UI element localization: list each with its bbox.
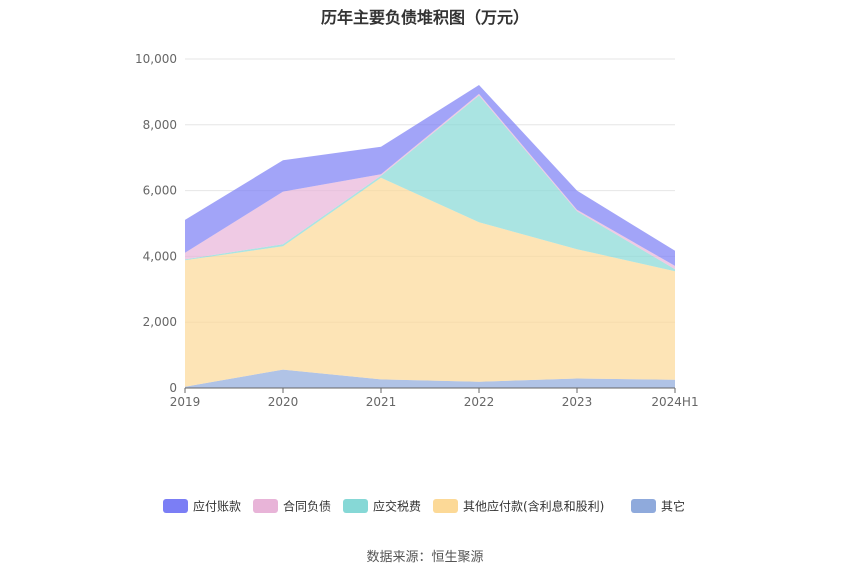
data-source: 数据来源：恒生聚源: [366, 550, 484, 565]
area-series: [185, 85, 675, 388]
x-tick-label: 2023: [562, 395, 593, 409]
y-tick-label: 2,000: [143, 315, 177, 329]
legend-item-0[interactable]: 应付账款: [163, 499, 241, 514]
legend-item-3[interactable]: 其他应付款(含利息和股利): [433, 499, 604, 514]
y-tick-label: 10,000: [135, 52, 177, 66]
legend-item-1[interactable]: 合同负债: [253, 499, 331, 514]
y-tick-label: 6,000: [143, 184, 177, 198]
legend-swatch: [163, 499, 188, 513]
area-series-4[interactable]: [185, 85, 675, 266]
legend-swatch: [433, 499, 458, 513]
legend-label: 应交税费: [373, 499, 421, 514]
y-tick-label: 0: [169, 381, 177, 395]
legend-label: 合同负债: [283, 499, 331, 514]
area-series-2[interactable]: [185, 95, 675, 272]
x-tick-label: 2019: [170, 395, 201, 409]
x-tick-label: 2024H1: [651, 395, 698, 409]
axes: 0 2,000 4,000 6,000 8,000 10,000 2019 2020 2021 2…: [135, 52, 699, 409]
area-series-0[interactable]: [185, 369, 675, 388]
legend-label: 其它: [661, 499, 685, 514]
x-tick-label: 2020: [268, 395, 299, 409]
legend-label: 其他应付款(含利息和股利): [463, 499, 604, 514]
chart-title: 历年主要负债堆积图（万元）: [320, 8, 529, 27]
y-tick-label: 8,000: [143, 118, 177, 132]
x-tick-label: 2022: [464, 395, 495, 409]
legend-swatch: [343, 499, 368, 513]
area-series-1[interactable]: [185, 177, 675, 387]
legend-item-4[interactable]: 其它: [631, 499, 685, 514]
legend-label: 应付账款: [193, 499, 241, 514]
x-tick-label: 2021: [366, 395, 397, 409]
area-series-3[interactable]: [185, 93, 675, 270]
y-tick-label: 4,000: [143, 249, 177, 263]
legend-swatch: [631, 499, 656, 513]
legend: 应付账款 合同负债 应交税费 其他应付款(含利息和股利) 其它: [163, 499, 685, 514]
legend-swatch: [253, 499, 278, 513]
legend-item-2[interactable]: 应交税费: [343, 499, 421, 514]
